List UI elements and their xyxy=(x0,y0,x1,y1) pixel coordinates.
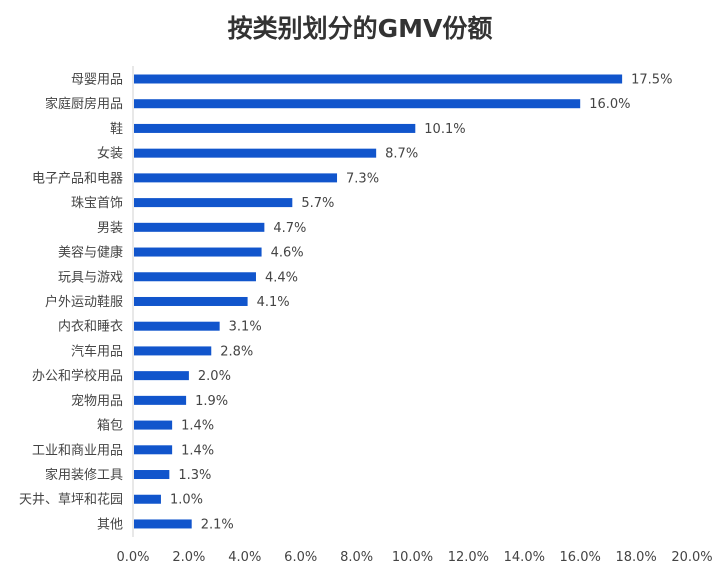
bar xyxy=(134,346,212,356)
category-label: 内衣和睡衣 xyxy=(58,319,123,335)
category-label: 珠宝首饰 xyxy=(71,196,123,211)
data-label: 4.4% xyxy=(265,270,298,285)
category-label: 办公和学校用品 xyxy=(32,368,123,384)
bar xyxy=(134,470,170,480)
category-label: 箱包 xyxy=(97,418,123,434)
category-label: 美容与健康 xyxy=(58,245,123,261)
bar xyxy=(134,99,581,109)
data-label: 1.4% xyxy=(181,443,214,458)
data-label: 1.3% xyxy=(178,468,211,483)
x-tick-label: 12.0% xyxy=(448,550,489,565)
bar xyxy=(134,420,173,430)
data-label: 7.3% xyxy=(346,171,379,186)
bar xyxy=(134,519,192,529)
data-label: 4.6% xyxy=(271,246,304,261)
bar xyxy=(134,445,173,455)
bar xyxy=(134,371,189,381)
x-tick-label: 0.0% xyxy=(116,550,149,565)
chart-title: 按类别划分的GMV份额 xyxy=(228,14,493,43)
category-label: 宠物用品 xyxy=(71,393,123,409)
x-tick-label: 16.0% xyxy=(560,550,601,565)
x-tick-label: 14.0% xyxy=(504,550,545,565)
data-label: 17.5% xyxy=(631,73,672,88)
data-label: 1.0% xyxy=(170,493,203,508)
data-label: 10.1% xyxy=(424,122,465,137)
category-label: 玩具与游戏 xyxy=(58,270,123,285)
x-tick-label: 20.0% xyxy=(671,550,712,565)
category-label: 鞋 xyxy=(110,121,123,137)
data-label: 5.7% xyxy=(301,196,334,211)
x-tick-label: 6.0% xyxy=(284,550,317,565)
data-label: 1.9% xyxy=(195,394,228,409)
bar xyxy=(134,123,416,133)
data-label: 2.8% xyxy=(220,344,253,359)
x-tick-label: 4.0% xyxy=(228,550,261,565)
bar xyxy=(134,74,623,84)
bar xyxy=(134,148,377,158)
bar xyxy=(134,222,265,232)
category-label: 母婴用品 xyxy=(71,73,123,88)
data-label: 16.0% xyxy=(589,97,630,112)
x-tick-label: 10.0% xyxy=(392,550,433,565)
category-label: 汽车用品 xyxy=(71,343,123,359)
category-label: 男装 xyxy=(97,221,123,236)
bar xyxy=(134,494,161,504)
bar xyxy=(134,321,220,331)
category-label: 家庭厨房用品 xyxy=(45,96,123,112)
x-tick-label: 8.0% xyxy=(340,550,373,565)
x-tick-label: 2.0% xyxy=(172,550,205,565)
data-label: 3.1% xyxy=(229,320,262,335)
bar xyxy=(134,247,262,257)
x-tick-label: 18.0% xyxy=(615,550,656,565)
data-label: 8.7% xyxy=(385,147,418,162)
category-label: 天井、草坪和花园 xyxy=(19,492,123,508)
bar xyxy=(134,296,248,306)
bar xyxy=(134,173,338,183)
category-label: 女装 xyxy=(97,146,123,162)
bar xyxy=(134,395,187,405)
data-label: 1.4% xyxy=(181,419,214,434)
data-label: 4.1% xyxy=(257,295,290,310)
data-label: 2.0% xyxy=(198,369,231,384)
category-label: 户外运动鞋服 xyxy=(45,294,123,310)
category-label: 家用装修工具 xyxy=(45,467,123,483)
category-label: 工业和商业用品 xyxy=(32,443,123,458)
category-label: 其他 xyxy=(97,517,123,532)
bar xyxy=(134,272,256,282)
data-label: 2.1% xyxy=(201,517,234,532)
category-label: 电子产品和电器 xyxy=(32,171,123,186)
data-label: 4.7% xyxy=(273,221,306,236)
bar xyxy=(134,198,293,208)
